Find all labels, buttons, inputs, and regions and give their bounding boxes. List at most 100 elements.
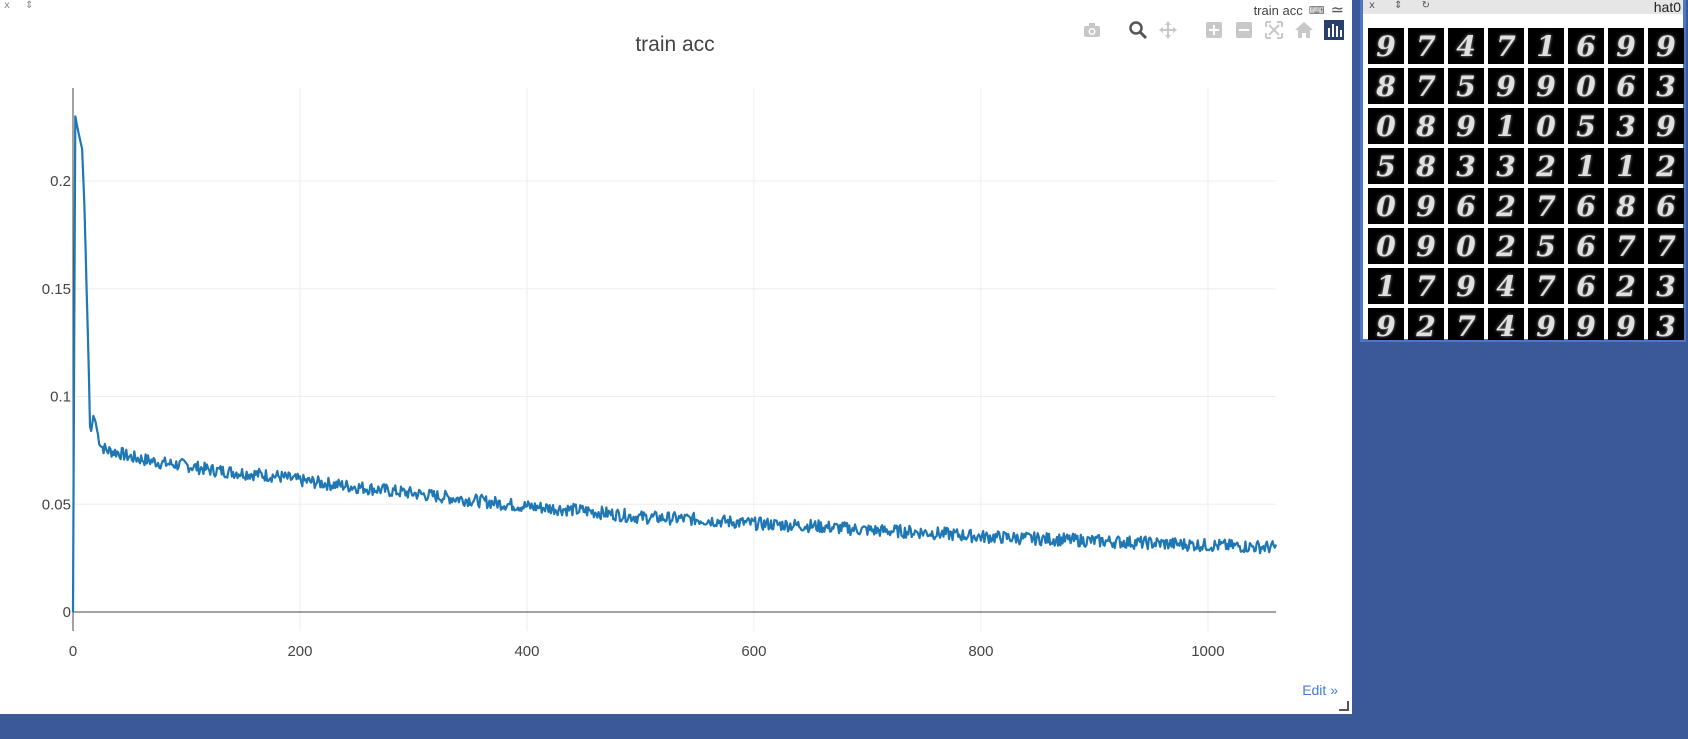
home-icon[interactable] [1292, 18, 1316, 42]
digit-image: 4 [1448, 28, 1484, 64]
digit-image: 7 [1448, 308, 1484, 340]
y-tick-label: 0.15 [42, 281, 71, 298]
digit-image: 9 [1408, 228, 1444, 264]
digit-image: 7 [1528, 188, 1564, 224]
digit-image: 2 [1488, 188, 1524, 224]
y-tick-label: 0.1 [50, 389, 71, 406]
resize-handle[interactable] [1339, 701, 1349, 711]
x-tick-label: 1000 [1191, 643, 1224, 660]
zoom-in-icon[interactable] [1202, 18, 1226, 42]
digit-image: 1 [1608, 148, 1644, 184]
digit-image: 9 [1368, 28, 1404, 64]
plot-window: x ⇕ train acc ⌨ ≃ train ac [0, 0, 1352, 714]
image-window-controls[interactable]: x ⇕ ↻ [1369, 0, 1439, 11]
digit-image: 3 [1648, 68, 1684, 104]
digit-image: 9 [1368, 308, 1404, 340]
digit-image: 3 [1648, 308, 1684, 340]
zoom-out-icon[interactable] [1232, 18, 1256, 42]
smooth-icon[interactable]: ≃ [1330, 2, 1344, 19]
line-chart: train acc 0 200 400 600 800 1000 0 0.05 0.1 0.15 0.… [42, 33, 1278, 660]
digit-image: 9 [1408, 188, 1444, 224]
digit-image: 6 [1608, 68, 1644, 104]
digit-image: 3 [1648, 268, 1684, 304]
digit-image: 2 [1528, 148, 1564, 184]
image-window-title: hat0 [1653, 0, 1681, 15]
digit-image: 7 [1608, 228, 1644, 264]
digit-image: 5 [1568, 108, 1604, 144]
digit-image: 6 [1648, 188, 1684, 224]
digit-image: 0 [1368, 228, 1404, 264]
digit-image: 6 [1448, 188, 1484, 224]
y-tick-label: 0.05 [42, 496, 71, 513]
modebar [1080, 18, 1346, 42]
digit-image: 7 [1408, 268, 1444, 304]
digit-image: 9 [1608, 28, 1644, 64]
digit-image: 9 [1528, 308, 1564, 340]
digit-image: 1 [1488, 108, 1524, 144]
digit-image: 1 [1528, 28, 1564, 64]
zoom-icon[interactable] [1126, 18, 1150, 42]
digit-image: 9 [1448, 268, 1484, 304]
digit-image: 6 [1568, 28, 1604, 64]
digit-image: 1 [1368, 268, 1404, 304]
autoscale-icon[interactable] [1262, 18, 1286, 42]
chart-title: train acc [635, 33, 714, 56]
image-window-titlebar: x ⇕ ↻ hat0 [1363, 0, 1683, 15]
x-tick-label: 800 [968, 643, 993, 660]
digit-image: 5 [1528, 228, 1564, 264]
window-title: train acc [1253, 2, 1303, 18]
digit-image: 8 [1608, 188, 1644, 224]
digit-image: 7 [1488, 28, 1524, 64]
pan-icon[interactable] [1156, 18, 1180, 42]
digit-image: 0 [1568, 68, 1604, 104]
digit-image: 6 [1568, 268, 1604, 304]
digit-image: 2 [1408, 308, 1444, 340]
x-tick-label: 400 [514, 643, 539, 660]
digit-image: 6 [1568, 188, 1604, 224]
digit-image: 9 [1448, 108, 1484, 144]
y-tick-label: 0 [63, 604, 71, 621]
digit-image: 7 [1528, 268, 1564, 304]
digit-image: 4 [1488, 308, 1524, 340]
digit-image: 9 [1528, 68, 1564, 104]
tag-icon[interactable]: ⌨ [1308, 4, 1325, 17]
window-controls[interactable]: x ⇕ [4, 0, 40, 11]
digit-image: 2 [1648, 148, 1684, 184]
x-tick-label: 600 [741, 643, 766, 660]
edit-link[interactable]: Edit » [1302, 682, 1338, 698]
y-tick-label: 0.2 [50, 173, 71, 190]
digit-image: 9 [1648, 108, 1684, 144]
series-line [71, 115, 1278, 613]
digit-image: 5 [1448, 68, 1484, 104]
window-title-bar: train acc ⌨ ≃ [1254, 0, 1344, 20]
digit-image: 1 [1568, 148, 1604, 184]
digit-image: 0 [1368, 188, 1404, 224]
digit-image: 9 [1608, 308, 1644, 340]
digit-image: 9 [1648, 28, 1684, 64]
digit-image: 8 [1408, 108, 1444, 144]
digit-image: 3 [1448, 148, 1484, 184]
digit-image: 9 [1568, 308, 1604, 340]
bar-chart-icon[interactable] [1322, 18, 1346, 42]
digit-image: 3 [1608, 108, 1644, 144]
digit-image: 0 [1448, 228, 1484, 264]
x-tick-label: 0 [69, 643, 77, 660]
digit-image: 8 [1368, 68, 1404, 104]
x-tick-label: 200 [287, 643, 312, 660]
digit-image: 6 [1568, 228, 1604, 264]
digit-image: 3 [1488, 148, 1524, 184]
digit-image: 2 [1608, 268, 1644, 304]
digit-image: 4 [1488, 268, 1524, 304]
camera-icon[interactable] [1080, 18, 1104, 42]
digit-image: 8 [1408, 148, 1444, 184]
digit-image: 2 [1488, 228, 1524, 264]
digit-image: 9 [1488, 68, 1524, 104]
digit-image: 7 [1408, 68, 1444, 104]
digit-image: 5 [1368, 148, 1404, 184]
digit-image: 0 [1528, 108, 1564, 144]
digit-image: 7 [1648, 228, 1684, 264]
digit-image: 0 [1368, 108, 1404, 144]
digit-image: 7 [1408, 28, 1444, 64]
